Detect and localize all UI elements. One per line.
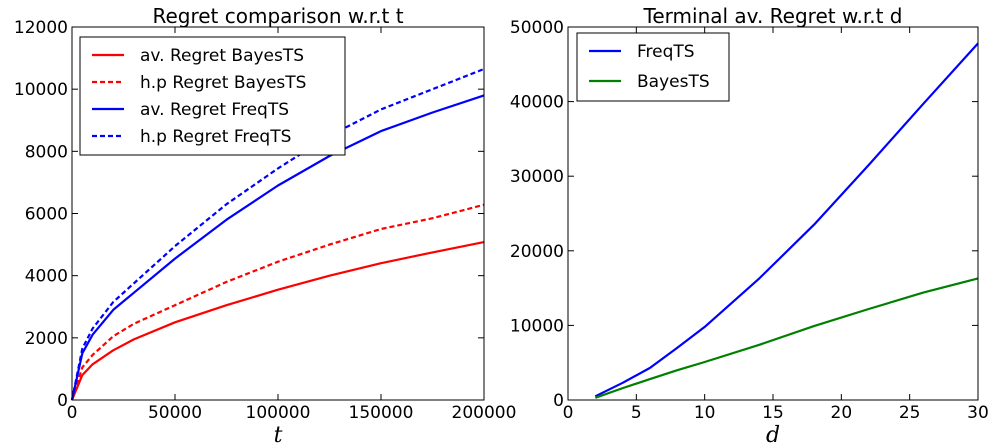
x-tick-label: 10 <box>694 403 716 423</box>
y-tick-label: 2000 <box>25 329 68 349</box>
plot-area <box>594 42 979 399</box>
x-tick-label: 100000 <box>246 403 311 423</box>
x-tick-label: 30 <box>967 403 989 423</box>
y-tick-label: 30000 <box>510 167 564 187</box>
y-tick-label: 40000 <box>510 93 564 113</box>
series-line <box>70 94 485 401</box>
y-tick-label: 10000 <box>14 80 68 100</box>
axis-ticks: 0 5 10 15 20 25 30 0 10000 20000 30000 40000 50000 <box>510 18 989 423</box>
y-tick-label: 6000 <box>25 205 68 225</box>
series-line <box>70 67 485 401</box>
y-tick-label: 4000 <box>25 267 68 287</box>
plot-area <box>70 67 485 401</box>
y-tick-label: 0 <box>57 391 68 411</box>
x-tick-label: 20 <box>831 403 853 423</box>
y-tick-label: 10000 <box>510 316 564 336</box>
y-tick-label: 8000 <box>25 142 68 162</box>
x-axis-label: d <box>766 423 780 447</box>
chart-title: Terminal av. Regret w.r.t d <box>643 4 903 28</box>
legend-label: h.p Regret FreqTS <box>140 127 291 147</box>
legend-label: FreqTS <box>637 42 695 62</box>
series-line <box>70 241 485 401</box>
x-tick-label: 0 <box>67 403 78 423</box>
legend-label: av. Regret BayesTS <box>140 46 304 66</box>
y-tick-label: 20000 <box>510 242 564 262</box>
y-tick-label: 12000 <box>14 18 68 38</box>
y-tick-label: 0 <box>553 391 564 411</box>
x-axis-label: t <box>274 423 283 447</box>
legend-box <box>576 32 730 102</box>
y-tick-label: 50000 <box>510 18 564 38</box>
legend: av. Regret BayesTS h.p Regret BayesTS av. … <box>79 36 346 156</box>
legend: FreqTS BayesTS <box>576 32 730 102</box>
x-tick-label: 25 <box>899 403 921 423</box>
x-tick-label: 15 <box>762 403 784 423</box>
x-tick-label: 5 <box>631 403 642 423</box>
legend-label: h.p Regret BayesTS <box>140 73 306 93</box>
axis-ticks: 0 50000 100000 150000 200000 0 2000 4000 6000 800… <box>14 18 517 423</box>
series-line <box>70 203 485 401</box>
legend-label: av. Regret FreqTS <box>140 100 289 120</box>
chart-regret-vs-d: Terminal av. Regret w.r.t d 0 5 10 15 20 25 30… <box>510 4 989 447</box>
legend-label: BayesTS <box>637 72 710 92</box>
series-line <box>594 42 979 398</box>
chart-title: Regret comparison w.r.t t <box>152 4 403 28</box>
legend-box <box>79 36 346 156</box>
x-tick-label: 200000 <box>452 403 517 423</box>
x-tick-label: 150000 <box>349 403 414 423</box>
x-tick-label: 50000 <box>148 403 202 423</box>
chart-regret-vs-t: Regret comparison w.r.t t 0 50000 100000 15… <box>14 4 517 447</box>
series-line <box>594 277 979 399</box>
x-tick-label: 0 <box>563 403 574 423</box>
